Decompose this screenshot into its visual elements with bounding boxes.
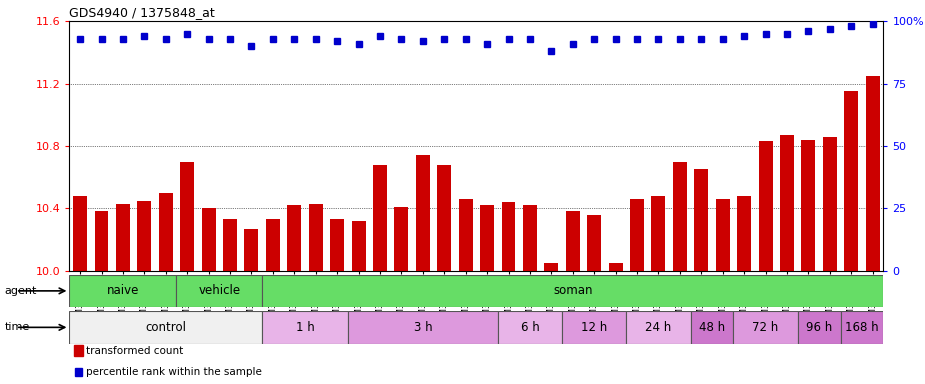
Bar xyxy=(498,311,562,344)
Bar xyxy=(566,212,580,271)
Bar xyxy=(159,193,173,271)
Bar xyxy=(223,219,237,271)
Bar xyxy=(244,228,258,271)
Bar xyxy=(630,199,644,271)
Bar xyxy=(651,196,665,271)
Bar xyxy=(562,311,626,344)
Text: GDS4940 / 1375848_at: GDS4940 / 1375848_at xyxy=(69,5,216,18)
Bar xyxy=(180,162,194,271)
Text: 6 h: 6 h xyxy=(521,321,539,334)
Bar xyxy=(69,311,262,344)
Bar xyxy=(373,165,387,271)
Text: soman: soman xyxy=(553,285,593,297)
Bar xyxy=(438,165,451,271)
Bar xyxy=(262,311,348,344)
Bar xyxy=(177,275,262,307)
Bar xyxy=(330,219,344,271)
Bar xyxy=(716,199,730,271)
Bar xyxy=(587,215,601,271)
Text: 168 h: 168 h xyxy=(845,321,879,334)
Bar xyxy=(801,140,815,271)
Text: 48 h: 48 h xyxy=(699,321,725,334)
Bar xyxy=(672,162,687,271)
Bar xyxy=(352,221,365,271)
Bar xyxy=(265,219,280,271)
Bar xyxy=(823,137,837,271)
Bar xyxy=(459,199,473,271)
Bar xyxy=(691,311,734,344)
Bar xyxy=(780,135,794,271)
Text: 12 h: 12 h xyxy=(581,321,608,334)
Bar xyxy=(480,205,494,271)
Text: agent: agent xyxy=(5,286,37,296)
Bar xyxy=(866,76,880,271)
Bar xyxy=(609,263,623,271)
Text: control: control xyxy=(145,321,186,334)
Bar xyxy=(734,311,797,344)
Bar xyxy=(348,311,498,344)
Bar xyxy=(758,141,772,271)
Bar xyxy=(69,275,177,307)
Bar xyxy=(501,202,515,271)
Bar xyxy=(797,311,841,344)
Bar xyxy=(695,169,709,271)
Bar xyxy=(116,204,130,271)
Bar xyxy=(262,275,883,307)
Bar xyxy=(394,207,408,271)
Text: 72 h: 72 h xyxy=(752,321,779,334)
Text: vehicle: vehicle xyxy=(198,285,240,297)
Bar xyxy=(288,205,302,271)
Bar xyxy=(845,91,858,271)
Text: 1 h: 1 h xyxy=(296,321,314,334)
Text: percentile rank within the sample: percentile rank within the sample xyxy=(86,367,262,377)
Bar xyxy=(138,200,152,271)
Text: 96 h: 96 h xyxy=(806,321,832,334)
Bar xyxy=(545,263,559,271)
Text: time: time xyxy=(5,322,30,332)
Bar xyxy=(94,212,108,271)
Bar xyxy=(73,196,87,271)
Bar xyxy=(523,205,536,271)
Text: transformed count: transformed count xyxy=(86,346,183,356)
Bar xyxy=(841,311,883,344)
Bar xyxy=(309,204,323,271)
Text: 3 h: 3 h xyxy=(413,321,432,334)
Text: naive: naive xyxy=(106,285,139,297)
Bar xyxy=(416,155,430,271)
Bar xyxy=(626,311,691,344)
Text: 24 h: 24 h xyxy=(646,321,672,334)
Bar xyxy=(202,208,216,271)
Bar xyxy=(737,196,751,271)
